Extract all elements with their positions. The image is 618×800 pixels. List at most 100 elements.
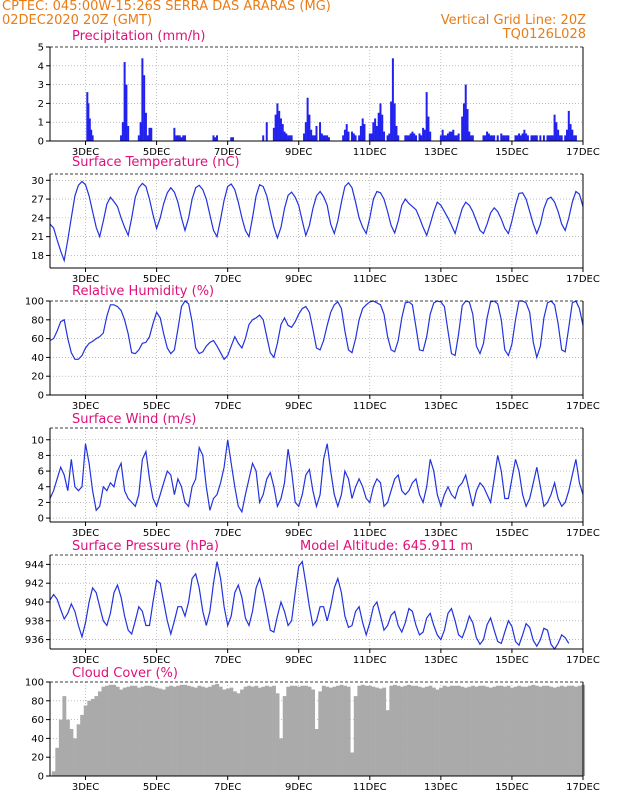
temp-ytick-label: 30 [31,176,44,187]
precip-bar [404,135,407,141]
precip-bar [418,133,421,141]
rh-date-label: 11DEC [353,401,387,412]
temp-ytick-label: 27 [31,195,44,206]
cloud-date-label: 3DEC [72,782,99,793]
cloud-date-label: 13DEC [424,782,458,793]
rh-ytick-label: 40 [31,353,44,364]
precip-bar [306,97,309,141]
pres-ytick-label: 938 [25,616,44,627]
precip-bar [361,118,364,141]
cloud-column [456,685,461,776]
cloud-column [282,696,287,776]
cloud-column [73,738,77,776]
cloud-column [513,686,518,776]
precip-bar [88,118,91,141]
cloud-column [431,687,436,776]
precip-bar [395,125,398,141]
cloud-column [172,686,177,776]
cloud-column [300,685,305,776]
pres-date-label: 13DEC [424,655,458,666]
pres-date-label: 11DEC [353,655,387,666]
cloud-column [101,686,106,776]
precip-bar [507,135,510,141]
precip-bar [146,135,149,141]
pres-date-label: 7DEC [214,655,241,666]
cloud-date-label: 7DEC [214,782,241,793]
cloud-column [535,685,539,776]
precip-bar [532,135,535,141]
cloud-column [147,685,152,776]
cloud-column [574,686,578,776]
precip-bar [139,122,142,141]
precip-bar [448,131,451,141]
cloud-column [126,686,131,776]
cloud-column [218,686,223,776]
cloud-column [382,687,387,776]
precip-bar [542,135,545,141]
precip-bar [574,135,577,141]
precip-bar [319,122,322,141]
precip-bar [272,127,275,141]
cloud-column [268,686,273,776]
precip-bar [521,133,524,141]
cloud-column [108,684,113,776]
precip-bar [342,135,345,141]
precip-bar [313,135,316,141]
precip-bar [262,135,265,141]
cloud-date-label: 11DEC [353,782,387,793]
cloud-column [250,686,255,776]
cloud-column [51,771,56,776]
cloud-column [215,683,220,776]
cloud-column [183,684,188,776]
cloud-column [421,687,426,776]
precip-bar [288,135,291,141]
cloud-column [76,724,81,776]
cloud-column [318,691,323,776]
cloud-column [289,685,294,776]
precip-bar [173,127,176,141]
precip-bar [352,133,355,141]
precip-bar [407,135,410,141]
precip-bar [363,124,366,141]
cloud-column [55,747,60,776]
rh-date-label: 3DEC [72,401,99,412]
precip-bar [534,135,537,141]
precip-bar [125,84,128,141]
cloud-column [119,689,124,776]
precip-bar [406,135,409,141]
cloud-panel: 0 20 40 60 80 100 3DEC 5DEC 7DEC 9DEC 11DEC 13DEC 15… [25,666,600,793]
precip-bar [303,133,306,141]
precip-bar [571,129,574,141]
precip-bar [322,135,325,141]
precip-bar [265,122,268,141]
cloud-column [261,686,266,776]
cloud-column [389,685,394,776]
wind-series-line [49,439,584,514]
cloud-column [129,685,134,776]
wind-ytick-label: 10 [31,435,44,446]
precip-bar [491,135,494,141]
precip-bar [441,129,444,141]
cloud-column [254,685,259,776]
precip-bar [503,135,506,141]
cloud-column [236,693,241,776]
wind-date-label: 11DEC [353,528,387,539]
precip-bar [374,118,377,141]
precip-bar [230,137,233,141]
precip-bar [304,122,307,141]
precip-bar [450,131,453,141]
precip-date-label: 15DEC [495,147,529,158]
cloud-column [428,685,433,776]
precip-bar [558,135,561,141]
cloud-column [577,685,582,776]
precip-bar [379,103,382,141]
cloud-column [417,686,422,776]
temp-date-label: 17DEC [566,274,600,285]
precip-bar [452,129,455,141]
cloud-column [293,685,298,776]
precip-bar [279,118,282,141]
precip-date-label: 3DEC [72,147,99,158]
precip-bar [184,135,187,141]
precip-bar [557,129,560,141]
cloud-column [286,686,291,776]
